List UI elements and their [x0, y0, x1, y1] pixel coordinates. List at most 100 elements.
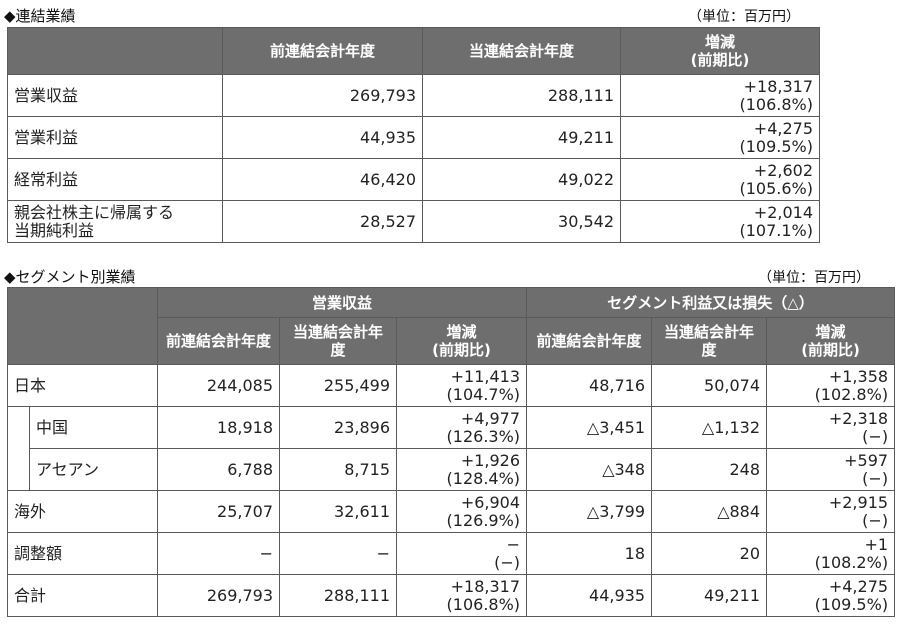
rev-change-value: +11,413	[450, 366, 521, 386]
seg-change-ratio: (−)	[862, 468, 889, 488]
seg-curr-value: 20	[651, 532, 768, 575]
table-row: アセアン 6,788 8,715 +1,926 (128.4%) △348 248 +597(…	[7, 448, 896, 491]
section1-unit: （単位：百万円）	[688, 9, 800, 25]
rev-change-ratio: (106.8%)	[446, 594, 521, 614]
section1-title: ◆連結業績	[4, 7, 76, 25]
change-value: +2,014	[753, 202, 813, 222]
seg-change-value: +1	[864, 534, 889, 554]
consolidated-results-table: 前連結会計年度 当連結会計年度 増減 (前期比) 営業収益 269,793 288,…	[7, 27, 820, 243]
table-row: 海外 25,707 32,611 +6,904 (126.9%) △3,799 △884 +2…	[7, 490, 896, 533]
seg-curr-value: △884	[651, 490, 768, 533]
rev-change-cell: − (−)	[395, 532, 528, 575]
col-header-prev-year: 前連結会計年度	[222, 27, 423, 75]
seg-change-ratio: (102.8%)	[814, 384, 889, 404]
col-header-change: 増減 (前期比)	[620, 27, 820, 75]
rev-change-cell: +1,926 (128.4%)	[395, 448, 528, 491]
table-row: 親会社株主に帰属する 当期純利益 28,527 30,542 +2,014 (107.1…	[7, 200, 820, 243]
seg-prev-value: △348	[526, 448, 653, 491]
corner-header	[7, 287, 158, 365]
section2-title: ◆セグメント別業績	[4, 268, 136, 286]
seg-change-cell: +4,275 (109.5%)	[766, 574, 896, 617]
rev-prev-value: −	[157, 532, 280, 575]
rev-curr-value: 32,611	[279, 490, 397, 533]
rev-curr-value: 23,896	[279, 406, 397, 449]
curr-year-value: 30,542	[422, 200, 621, 243]
rev-prev-value: 269,793	[157, 574, 280, 617]
corner-header	[7, 27, 223, 75]
rev-change-cell: +4,977 (126.3%)	[395, 406, 528, 449]
seg-prev-value: 44,935	[526, 574, 653, 617]
row-label: 中国	[29, 406, 158, 449]
indent-spacer	[7, 406, 30, 449]
segment-results-table: 営業収益 セグメント利益又は損失（△） 前連結会計年度 当連結会計年度 増減 (…	[7, 287, 896, 617]
sub-header-seg-curr: 当連結会計年度	[651, 317, 768, 365]
rev-change-value: +4,977	[460, 408, 521, 428]
row-label: 親会社株主に帰属する 当期純利益	[7, 200, 223, 243]
rev-curr-value: 288,111	[279, 574, 397, 617]
group-header-segment-profit: セグメント利益又は損失（△）	[526, 287, 896, 318]
curr-year-value: 49,211	[422, 116, 621, 159]
prev-year-value: 269,793	[222, 74, 423, 117]
rev-change-ratio: (128.4%)	[446, 468, 521, 488]
table-row: 営業利益 44,935 49,211 +4,275 (109.5%)	[7, 116, 820, 159]
rev-prev-value: 244,085	[157, 364, 280, 407]
seg-prev-value: △3,799	[526, 490, 653, 533]
sub-header-rev-change: 増減 (前期比)	[395, 317, 528, 365]
curr-year-value: 288,111	[422, 74, 621, 117]
row-label: 日本	[7, 364, 158, 407]
seg-change-value: +2,318	[828, 408, 889, 428]
col-header-curr-year: 当連結会計年度	[422, 27, 621, 75]
table-row: 中国 18,918 23,896 +4,977 (126.3%) △3,451 △1,132…	[7, 406, 896, 449]
prev-year-value: 46,420	[222, 158, 423, 201]
seg-change-cell: +1,358 (102.8%)	[766, 364, 896, 407]
table-row: 経常利益 46,420 49,022 +2,602 (105.6%)	[7, 158, 820, 201]
change-ratio: (107.1%)	[739, 220, 814, 240]
rev-change-ratio: (126.9%)	[446, 510, 521, 530]
sub-header-seg-prev: 前連結会計年度	[526, 317, 653, 365]
rev-prev-value: 6,788	[157, 448, 280, 491]
row-label: 調整額	[7, 532, 158, 575]
seg-prev-value: △3,451	[526, 406, 653, 449]
rev-change-value: +6,904	[460, 492, 521, 512]
rev-change-value: +18,317	[450, 576, 521, 596]
change-value: +2,602	[753, 160, 813, 180]
prev-year-value: 28,527	[222, 200, 423, 243]
seg-curr-value: 50,074	[651, 364, 768, 407]
change-cell: +18,317 (106.8%)	[620, 74, 820, 117]
seg-change-cell: +597 (−)	[766, 448, 896, 491]
row-label: 経常利益	[7, 158, 223, 201]
section2-unit: （単位：百万円）	[758, 270, 870, 286]
prev-year-value: 44,935	[222, 116, 423, 159]
change-value: +4,275	[753, 118, 813, 138]
change-cell: +2,602 (105.6%)	[620, 158, 820, 201]
seg-change-ratio: (−)	[862, 510, 889, 530]
rev-change-value: −	[506, 534, 521, 554]
indent-spacer	[7, 448, 30, 491]
rev-prev-value: 25,707	[157, 490, 280, 533]
change-cell: +2,014 (107.1%)	[620, 200, 820, 243]
seg-change-ratio: (108.2%)	[814, 552, 889, 572]
seg-change-cell: +2,915 (−)	[766, 490, 896, 533]
row-label: 営業収益	[7, 74, 223, 117]
seg-change-ratio: (109.5%)	[814, 594, 889, 614]
rev-change-cell: +6,904 (126.9%)	[395, 490, 528, 533]
rev-prev-value: 18,918	[157, 406, 280, 449]
table-row: 日本 244,085 255,499 +11,413 (104.7%) 48,716 50,…	[7, 364, 896, 407]
seg-prev-value: 48,716	[526, 364, 653, 407]
row-label: 営業利益	[7, 116, 223, 159]
seg-change-value: +2,915	[828, 492, 889, 512]
row-label: 合計	[7, 574, 158, 617]
rev-change-ratio: (104.7%)	[446, 384, 521, 404]
change-ratio: (109.5%)	[739, 136, 814, 156]
change-value: +18,317	[743, 76, 813, 96]
group-header-revenue: 営業収益	[156, 287, 528, 318]
table-row: 調整額 − − − (−) 18 20 +1 (108.2%)	[7, 532, 896, 575]
seg-curr-value: 49,211	[651, 574, 768, 617]
seg-change-cell: +2,318 (−)	[766, 406, 896, 449]
row-label: アセアン	[29, 448, 158, 491]
seg-change-cell: +1 (108.2%)	[766, 532, 896, 575]
change-ratio: (106.8%)	[739, 94, 814, 114]
change-cell: +4,275 (109.5%)	[620, 116, 820, 159]
seg-prev-value: 18	[526, 532, 653, 575]
sub-header-rev-prev: 前連結会計年度	[157, 317, 280, 365]
